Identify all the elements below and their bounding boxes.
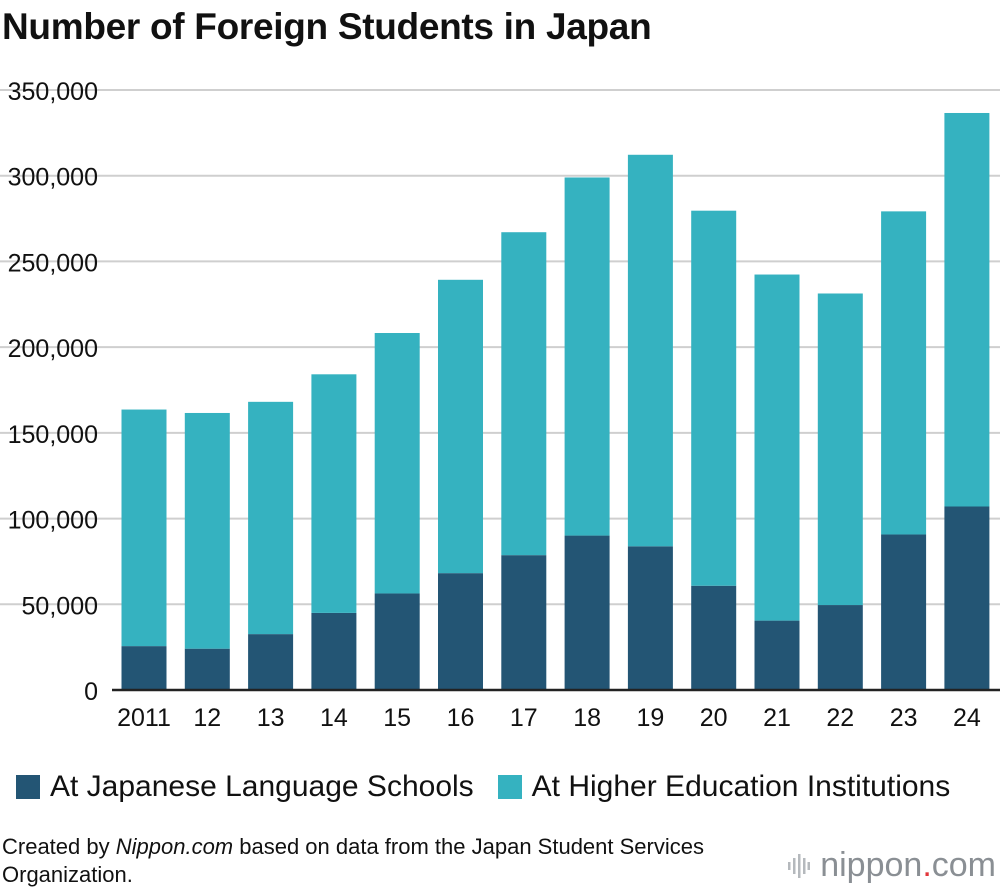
legend-label-language-schools: At Japanese Language Schools: [50, 770, 474, 803]
bar-higher-education: [564, 177, 610, 536]
legend-item-language-schools: At Japanese Language Schools: [16, 770, 474, 804]
x-tick-label: 15: [383, 704, 411, 732]
y-tick-label: 250,000: [8, 249, 98, 277]
bar-chart: 0 50,000 100,000 150,000 200,000 250,000 300,0…: [0, 78, 1000, 732]
y-tick-label: 50,000: [22, 592, 98, 620]
y-tick-label: 0: [84, 678, 98, 706]
legend-swatch-language-schools: [16, 775, 40, 799]
x-tick-label: 19: [636, 704, 664, 732]
bar-higher-education: [248, 401, 294, 635]
bar-language-schools: [881, 534, 927, 690]
brand-domain: com: [931, 846, 996, 884]
bar-higher-education: [817, 293, 863, 606]
x-tick-label: 17: [510, 704, 538, 732]
x-tick-label: 21: [763, 704, 791, 732]
source-note: Created by Nippon.com based on data from…: [2, 833, 732, 889]
bar-language-schools: [754, 620, 800, 690]
x-tick-label: 20: [700, 704, 728, 732]
y-tick-label: 150,000: [8, 421, 98, 449]
bar-higher-education: [184, 412, 230, 649]
bar-higher-education: [501, 232, 547, 556]
bar-higher-education: [691, 210, 737, 586]
bar-higher-education: [881, 211, 927, 535]
source-suffix: based on data from the Japan Student Ser…: [2, 834, 704, 887]
brand-name: nippon: [820, 846, 923, 884]
bar-higher-education: [754, 274, 800, 621]
bar-language-schools: [944, 506, 990, 690]
legend: At Japanese Language Schools At Higher E…: [16, 770, 974, 804]
source-prefix: Created by: [2, 834, 116, 859]
chart-title: Number of Foreign Students in Japan: [2, 6, 652, 47]
legend-item-higher-education: At Higher Education Institutions: [497, 770, 951, 804]
sound-bars-icon: [788, 853, 811, 878]
bar-language-schools: [627, 546, 673, 690]
x-tick-label: 13: [257, 704, 285, 732]
y-tick-label: 350,000: [8, 78, 98, 106]
bar-language-schools: [374, 593, 420, 690]
bar-language-schools: [311, 612, 357, 690]
x-tick-label: 23: [890, 704, 918, 732]
legend-label-higher-education: At Higher Education Institutions: [531, 770, 951, 803]
bar-higher-education: [627, 154, 673, 547]
bar-language-schools: [691, 585, 737, 690]
legend-swatch-higher-education: [497, 775, 522, 799]
y-tick-label: 100,000: [8, 507, 98, 535]
x-tick-label: 16: [447, 704, 475, 732]
bar-higher-education: [944, 112, 990, 507]
bar-language-schools: [501, 555, 547, 690]
x-tick-label: 18: [573, 704, 601, 732]
brand-dot: .: [922, 846, 932, 884]
y-tick-label: 300,000: [8, 164, 98, 192]
bar-higher-education: [121, 409, 167, 647]
x-tick-label: 24: [953, 704, 981, 732]
bar-language-schools: [184, 648, 230, 690]
x-tick-label: 22: [826, 704, 854, 732]
bar-language-schools: [438, 573, 483, 690]
x-tick-label: 12: [193, 704, 221, 732]
bar-language-schools: [817, 605, 863, 690]
x-tick-label: 2011: [117, 704, 171, 732]
bar-language-schools: [564, 535, 610, 690]
bar-higher-education: [374, 333, 420, 594]
y-tick-label: 200,000: [8, 335, 98, 363]
bar-higher-education: [438, 279, 483, 574]
bar-higher-education: [311, 374, 357, 613]
bar-language-schools: [121, 646, 167, 690]
bar-language-schools: [248, 634, 294, 690]
source-name: Nippon.com: [115, 834, 234, 859]
nippon-logo: nippon. com: [788, 846, 996, 885]
x-tick-label: 14: [320, 704, 348, 732]
